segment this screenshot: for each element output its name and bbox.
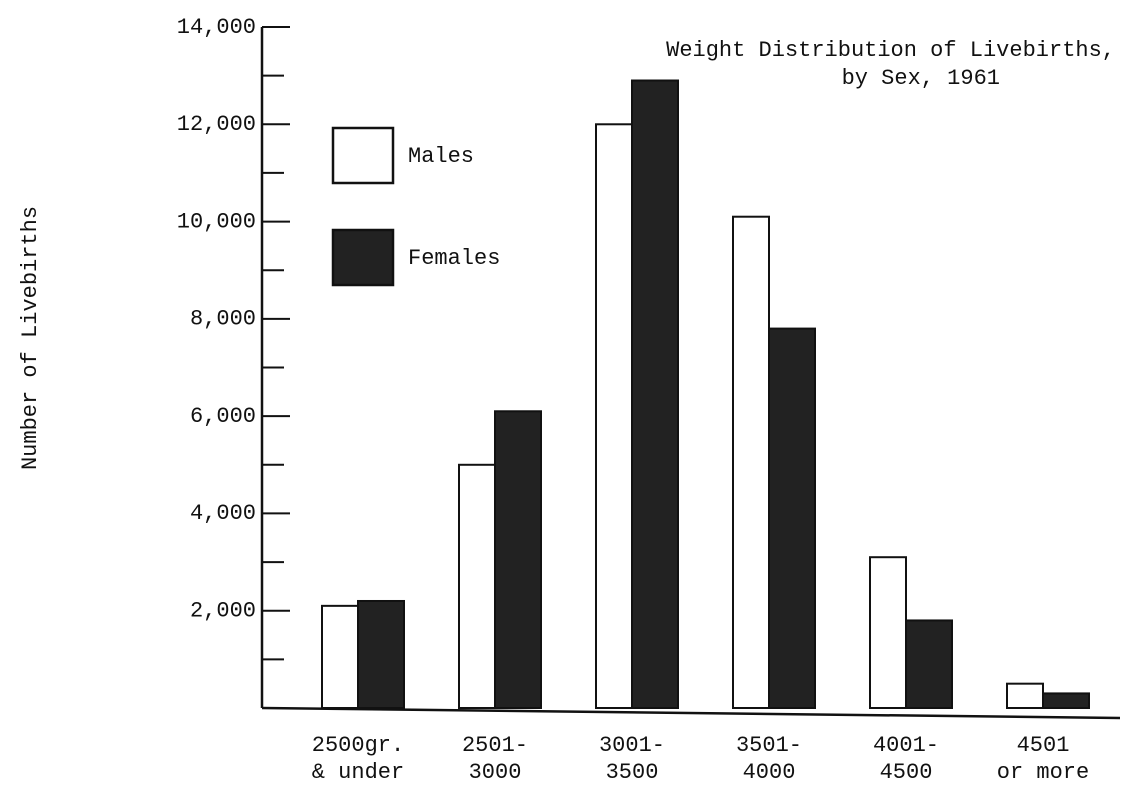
bar	[321, 604, 359, 709]
x-tick-label: 4501	[1017, 733, 1070, 758]
bar	[768, 327, 816, 709]
bar	[869, 556, 907, 710]
chart-title: Weight Distribution of Livebirths,	[666, 38, 1115, 63]
x-tick-label: 3001-	[599, 733, 665, 758]
y-axis-label: Number of Livebirths	[18, 206, 43, 470]
bar	[1006, 682, 1044, 710]
y-tick-label: 12,000	[177, 112, 256, 137]
bar	[905, 619, 953, 710]
bar	[357, 599, 405, 709]
y-tick-label: 8,000	[190, 307, 256, 332]
x-tick-label: or more	[997, 760, 1089, 785]
legend-label: Females	[408, 246, 500, 271]
x-axis	[261, 706, 1121, 720]
y-tick-label: 14,000	[177, 15, 256, 40]
chart-title: by Sex, 1961	[842, 66, 1000, 91]
x-tick-label: 4001-	[873, 733, 939, 758]
bar	[458, 463, 496, 709]
y-tick-label: 10,000	[177, 209, 256, 234]
x-tick-label: 2500gr.	[312, 733, 404, 758]
bar	[732, 215, 770, 709]
x-tick-label: & under	[312, 760, 404, 785]
legend-swatch	[331, 228, 395, 287]
legend-label: Males	[408, 144, 474, 169]
bar	[494, 410, 542, 709]
y-tick-label: 4,000	[190, 501, 256, 526]
y-tick-label: 2,000	[190, 599, 256, 624]
x-tick-label: 4500	[880, 760, 933, 785]
x-tick-label: 3000	[469, 760, 522, 785]
legend-swatch	[331, 126, 395, 185]
x-tick-label: 2501-	[462, 733, 528, 758]
bar	[631, 79, 679, 709]
x-tick-label: 4000	[743, 760, 796, 785]
x-tick-label: 3501-	[736, 733, 802, 758]
y-tick-label: 6,000	[190, 404, 256, 429]
x-tick-label: 3500	[606, 760, 659, 785]
bar	[1042, 692, 1090, 710]
bar	[595, 123, 633, 710]
